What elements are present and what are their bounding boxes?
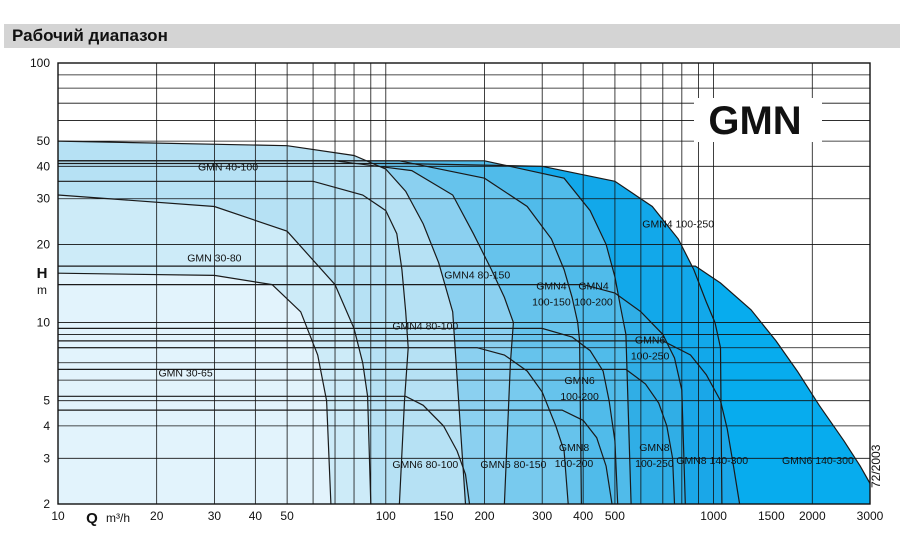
region-boundaries <box>58 140 870 504</box>
region-label-line: 100-250 <box>635 458 674 470</box>
region-label: GMN6 100-250 <box>631 335 670 363</box>
x-tick-label: 3000 <box>857 509 884 523</box>
x-tick-label: 300 <box>532 509 552 523</box>
region-label: GMN6 100-200 <box>560 375 599 403</box>
x-tick-label: 50 <box>280 509 294 523</box>
region-boundary <box>58 160 515 504</box>
region-labels: GMN 30-65 GMN 30-80 GMN 40-100 GMN4 80-100 G… <box>158 162 853 472</box>
x-tick-label: 30 <box>208 509 222 523</box>
region-label: GMN 40-100 <box>198 162 258 174</box>
y-tick-label: 30 <box>37 192 51 206</box>
x-tick-label: 1000 <box>700 509 727 523</box>
region-boundary <box>58 368 676 504</box>
region-boundary <box>58 265 870 484</box>
region-fills <box>58 141 870 504</box>
region-label-line: GMN6 <box>564 375 594 387</box>
region-boundary <box>58 327 619 504</box>
region-label-line: 100-150 <box>532 297 571 309</box>
x-tick-label: 100 <box>376 509 396 523</box>
x-tick-label: 40 <box>249 509 263 523</box>
region-label: GMN6 80-100 <box>392 459 458 471</box>
region-label: GMN6 140-300 <box>782 455 854 467</box>
region-label: GMN 30-80 <box>187 252 241 264</box>
plot-frame <box>57 62 871 505</box>
y-tick-label: 2 <box>43 497 50 511</box>
region-label-line: GMN8 <box>639 442 669 454</box>
region-boundary <box>58 347 569 504</box>
region-label-line: GMN4 <box>536 281 566 293</box>
y-axis-unit: m <box>37 283 47 297</box>
section-header: Рабочий диапазон <box>4 24 900 48</box>
y-tick-label: 50 <box>37 134 51 148</box>
region-label: GMN4 100-250 <box>642 219 714 231</box>
model-badge-box <box>694 98 822 142</box>
y-tick-label: 3 <box>43 451 50 465</box>
region-label: GMN 30-65 <box>158 368 212 380</box>
section-title: Рабочий диапазон <box>12 26 168 45</box>
region-boundary <box>58 160 632 504</box>
x-axis-label: Q <box>86 510 98 527</box>
x-tick-label: 2000 <box>799 509 826 523</box>
x-tick-label: 500 <box>605 509 625 523</box>
x-tick-label: 200 <box>474 509 494 523</box>
region-boundary <box>58 409 613 504</box>
region-label: GMN4 80-150 <box>444 269 510 281</box>
region-boundary <box>58 284 686 504</box>
region-label: GMN8 140-300 <box>676 455 748 467</box>
region-label-line: 100-200 <box>560 391 599 403</box>
region-fill <box>58 273 331 504</box>
region-label: GMN4 100-150 <box>532 281 571 309</box>
region-label-line: 100-250 <box>631 351 670 363</box>
region-label: GMN4 100-200 <box>574 281 613 309</box>
region-boundary <box>58 272 332 504</box>
model-badge: GMN <box>708 99 801 143</box>
y-axis-label: H <box>37 265 48 282</box>
y-tick-label: 10 <box>37 316 51 330</box>
x-axis-unit: m³/h <box>106 511 130 525</box>
x-axis-ticks: 10 20 30 40 50 100 150 200 300 400 500 1000 1500 2000… <box>51 509 883 523</box>
region-label: GMN8 100-200 <box>555 442 594 470</box>
y-tick-label: 20 <box>37 237 51 251</box>
x-tick-label: 10 <box>51 509 65 523</box>
region-label: GMN8 100-250 <box>635 442 674 470</box>
side-code: 72/2003 <box>869 444 883 488</box>
region-label-line: 100-200 <box>555 458 594 470</box>
region-boundary <box>58 160 582 504</box>
region-boundary <box>58 194 372 504</box>
region-boundary <box>58 180 409 504</box>
region-label-line: GMN4 <box>578 281 608 293</box>
y-tick-label: 40 <box>37 159 51 173</box>
region-boundary <box>58 140 467 504</box>
region-label-line: GMN6 <box>635 335 665 347</box>
y-axis-ticks: 2 3 4 5 10 20 30 40 50 100 <box>30 56 50 511</box>
x-tick-label: 20 <box>150 509 164 523</box>
region-label: GMN6 80-150 <box>480 459 546 471</box>
y-tick-label: 100 <box>30 56 50 70</box>
region-label-line: 100-200 <box>574 297 613 309</box>
region-label-line: GMN8 <box>559 442 589 454</box>
y-tick-label: 5 <box>43 394 50 408</box>
x-tick-label: 150 <box>433 509 453 523</box>
region-boundary <box>58 162 723 504</box>
x-tick-label: 400 <box>573 509 593 523</box>
region-label: GMN4 80-100 <box>392 321 458 333</box>
region-boundary <box>58 395 471 504</box>
x-tick-label: 1500 <box>758 509 785 523</box>
y-tick-label: 4 <box>43 419 50 433</box>
